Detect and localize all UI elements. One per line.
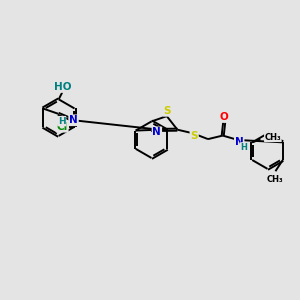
Text: N: N	[152, 127, 161, 137]
Text: N: N	[235, 137, 244, 147]
Text: HO: HO	[53, 82, 71, 92]
Text: N: N	[69, 115, 78, 125]
Text: S: S	[164, 106, 171, 116]
Text: H: H	[241, 143, 248, 152]
Text: CH₃: CH₃	[265, 133, 281, 142]
Text: S: S	[190, 130, 198, 141]
Text: Cl: Cl	[56, 122, 68, 132]
Text: O: O	[220, 112, 229, 122]
Text: CH₃: CH₃	[266, 175, 283, 184]
Text: H: H	[58, 117, 66, 126]
